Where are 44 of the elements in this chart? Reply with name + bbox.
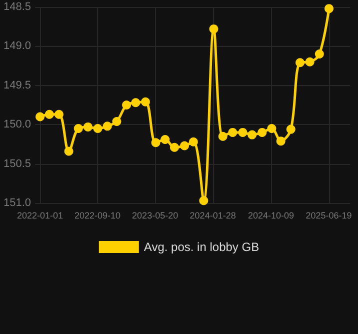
point [44, 110, 54, 119]
x-tick-label: 2022-01-01 [17, 210, 64, 220]
point [314, 50, 324, 59]
point [276, 136, 286, 146]
point [131, 98, 140, 108]
y-tick-label: 151.0 [3, 197, 31, 209]
point [36, 112, 45, 122]
y-tick-label: 150.5 [3, 158, 31, 170]
point [180, 141, 190, 150]
y-tick-label: 149.0 [3, 40, 31, 52]
x-tick-label: 2024-01-28 [190, 210, 236, 220]
point [93, 124, 102, 134]
point [199, 196, 208, 206]
point [122, 100, 132, 110]
point [102, 122, 112, 131]
y-tick-label: 149.5 [3, 79, 31, 92]
point [140, 97, 150, 106]
point [54, 110, 64, 119]
point [64, 146, 74, 156]
point [248, 130, 257, 140]
point [324, 4, 334, 14]
point [112, 116, 122, 126]
point [188, 137, 198, 146]
point [170, 142, 179, 152]
point [305, 57, 314, 66]
point [267, 124, 276, 134]
point [258, 128, 267, 137]
point [74, 124, 83, 134]
point [296, 58, 305, 68]
x-tick-label: 2024-10-09 [248, 210, 294, 220]
point [209, 24, 218, 34]
legend-label: Avg. pos. in lobby GB [144, 240, 260, 254]
point [286, 124, 296, 134]
point [151, 138, 160, 148]
point [83, 122, 92, 132]
x-tick-label: 2022-09-10 [74, 210, 121, 220]
x-tick-label: 2025-06-19 [306, 210, 352, 220]
point [218, 132, 228, 141]
point [238, 128, 248, 137]
x-tick-label: 2023-05-20 [132, 210, 178, 220]
y-tick-label: 150.0 [3, 118, 31, 131]
y-tick-label: 148.5 [3, 1, 31, 13]
point [228, 128, 238, 137]
point [160, 135, 170, 144]
